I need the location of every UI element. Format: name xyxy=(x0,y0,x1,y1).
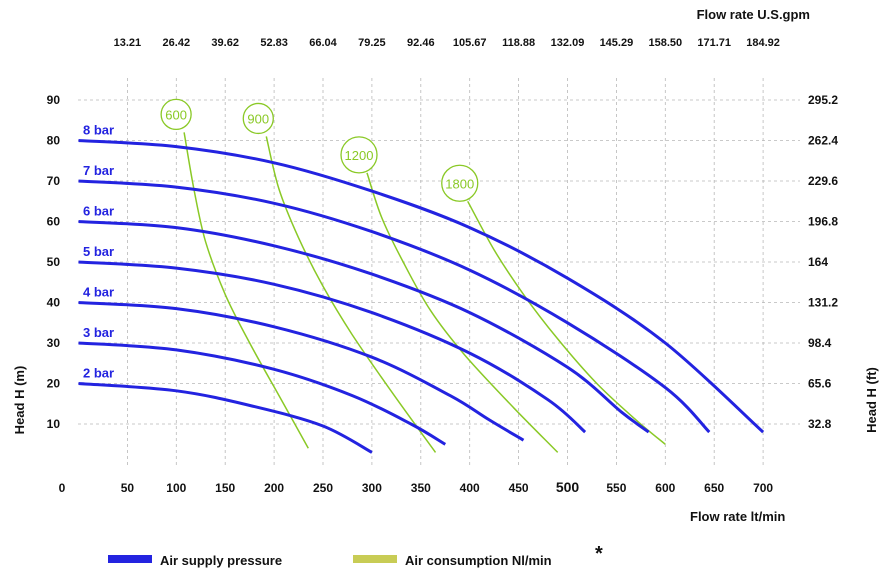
y-tick-label-left: 80 xyxy=(47,134,61,148)
y-tick-label-right: 32.8 xyxy=(808,417,832,431)
air-label-1200: 1200 xyxy=(345,148,374,163)
y-tick-label-right: 65.6 xyxy=(808,377,832,391)
pressure-curves xyxy=(78,139,765,454)
curve-labels: 600 900 1200 1800 8 bar 7 bar 6 bar 5 bar 4 bar 3… xyxy=(83,98,479,381)
y-tick-label-left: 70 xyxy=(47,174,61,188)
y-tick-label-left: 90 xyxy=(47,93,61,107)
grid-lines xyxy=(78,78,800,465)
x-tick-label: 350 xyxy=(411,481,431,495)
pressure-curve-6-bar xyxy=(78,220,650,434)
y-tick-label-right: 262.4 xyxy=(808,134,838,148)
y-tick-label-left: 30 xyxy=(47,336,61,350)
x-tick-label: 600 xyxy=(655,481,675,495)
air-label-circle xyxy=(340,136,378,174)
air-label-900: 900 xyxy=(247,111,269,126)
y-tick-label-right: 164 xyxy=(808,255,828,269)
top-tick-label: 118.88 xyxy=(502,37,535,49)
pressure-curve-2-bar xyxy=(78,382,373,454)
pressure-curve-8-bar xyxy=(78,139,765,434)
y-tick-label-left: 20 xyxy=(47,377,61,391)
top-tick-label: 105.67 xyxy=(453,37,487,49)
top-tick-label: 184.92 xyxy=(746,37,780,49)
pressure-label: 8 bar xyxy=(83,123,114,138)
pressure-curve-3-bar xyxy=(78,341,447,446)
air-curve-600 xyxy=(183,132,309,449)
air-curve-1200 xyxy=(366,172,559,453)
x-tick-label: 250 xyxy=(313,481,333,495)
air-curve-1800 xyxy=(467,200,666,445)
legend: Air supply pressure Air consumption Nl/m… xyxy=(108,543,603,568)
pressure-curve-5-bar xyxy=(78,260,587,434)
air-label-circle xyxy=(242,102,274,135)
y-tick-label-left: 60 xyxy=(47,215,61,229)
pressure-label: 5 bar xyxy=(83,244,114,259)
y-axis-title-left: Head H (m) xyxy=(12,366,27,435)
y-tick-label-right: 131.2 xyxy=(808,296,838,310)
pressure-curve-7-bar xyxy=(78,179,711,434)
x-tick-label: 650 xyxy=(704,481,724,495)
x-tick-label: 400 xyxy=(460,481,480,495)
pressure-curve-4-bar xyxy=(78,301,525,442)
axis-ticks: 0 50 100 150 200 250 300 350 400 450 500 550 600 650 7… xyxy=(47,37,839,495)
top-tick-label: 13.21 xyxy=(114,37,142,49)
y-tick-label-right: 98.4 xyxy=(808,336,832,350)
y-axis-title-right: Head H (ft) xyxy=(864,367,879,433)
top-tick-label: 132.09 xyxy=(551,37,585,49)
pressure-label: 4 bar xyxy=(83,285,114,300)
x-tick-label: 550 xyxy=(606,481,626,495)
x-tick-label: 450 xyxy=(509,481,529,495)
legend-swatch-pressure xyxy=(108,555,152,563)
y-tick-label-left: 40 xyxy=(47,296,61,310)
x-tick-label: 700 xyxy=(753,481,773,495)
y-tick-label-right: 196.8 xyxy=(808,215,838,229)
x-tick-label: 150 xyxy=(215,481,235,495)
legend-swatch-air xyxy=(353,555,397,563)
pressure-label: 6 bar xyxy=(83,204,114,219)
legend-label-pressure: Air supply pressure xyxy=(160,553,282,568)
air-label-circle xyxy=(441,164,479,202)
footnote-asterisk: * xyxy=(595,543,603,565)
pressure-label: 2 bar xyxy=(83,366,114,381)
x-tick-label: 300 xyxy=(362,481,382,495)
air-label-1800: 1800 xyxy=(445,176,474,191)
x-tick-label: 500 xyxy=(556,479,580,495)
air-curve-900 xyxy=(265,136,437,453)
y-tick-label-right: 229.6 xyxy=(808,174,838,188)
x-tick-label: 50 xyxy=(121,481,135,495)
top-tick-label: 158.50 xyxy=(648,37,682,49)
x-axis-title: Flow rate lt/min xyxy=(690,509,785,524)
air-label-circle xyxy=(160,98,192,131)
x-tick-label: 0 xyxy=(59,481,66,495)
top-tick-label: 66.04 xyxy=(309,37,337,49)
x-tick-label: 100 xyxy=(166,481,186,495)
top-axis-title: Flow rate U.S.gpm xyxy=(697,7,810,22)
top-tick-label: 26.42 xyxy=(163,37,191,49)
top-tick-label: 171.71 xyxy=(697,37,731,49)
x-tick-label: 200 xyxy=(264,481,284,495)
pressure-label: 3 bar xyxy=(83,325,114,340)
y-tick-label-left: 50 xyxy=(47,255,61,269)
y-tick-label-left: 10 xyxy=(47,417,61,431)
top-tick-label: 145.29 xyxy=(600,37,634,49)
legend-label-air: Air consumption Nl/min xyxy=(405,553,552,568)
y-tick-label-right: 295.2 xyxy=(808,93,838,107)
top-tick-label: 39.62 xyxy=(211,37,239,49)
top-tick-label: 52.83 xyxy=(260,37,288,49)
pressure-label: 7 bar xyxy=(83,163,114,178)
air-label-600: 600 xyxy=(165,107,187,122)
top-tick-label: 79.25 xyxy=(358,37,386,49)
top-tick-label: 92.46 xyxy=(407,37,435,49)
